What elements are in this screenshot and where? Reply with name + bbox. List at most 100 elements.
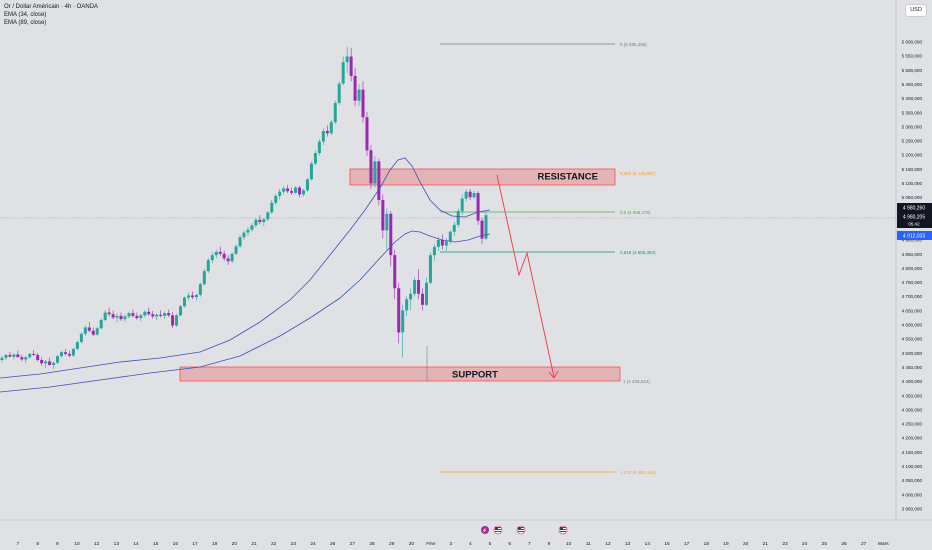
candle[interactable] [36, 355, 40, 360]
candle[interactable] [87, 327, 91, 331]
ema-89-legend[interactable]: EMA (89, close) [4, 20, 47, 26]
candle[interactable] [214, 251, 218, 256]
candle[interactable] [329, 122, 333, 134]
candle[interactable] [480, 220, 484, 239]
candle[interactable] [194, 294, 198, 298]
candle[interactable] [115, 315, 119, 318]
ema-34-line[interactable] [0, 157, 491, 379]
candle[interactable] [139, 315, 143, 319]
candle[interactable] [107, 312, 111, 315]
candle[interactable] [119, 315, 123, 320]
support-zone[interactable] [179, 366, 621, 382]
candle[interactable] [428, 255, 432, 283]
candle[interactable] [357, 89, 361, 101]
us-flag-icon[interactable] [516, 525, 526, 535]
candle[interactable] [91, 330, 95, 335]
candle[interactable] [377, 161, 381, 200]
candle[interactable] [222, 253, 226, 259]
candle[interactable] [206, 260, 210, 272]
candle[interactable] [333, 102, 337, 123]
candle[interactable] [413, 280, 417, 294]
candle[interactable] [278, 191, 282, 196]
candle[interactable] [417, 280, 421, 294]
candle[interactable] [20, 357, 24, 360]
candle[interactable] [60, 352, 64, 357]
candle[interactable] [313, 153, 317, 164]
candle[interactable] [456, 211, 460, 225]
candle[interactable] [75, 342, 79, 349]
candle[interactable] [167, 313, 171, 316]
candle[interactable] [155, 314, 159, 317]
candle[interactable] [52, 362, 56, 365]
candle[interactable] [397, 288, 401, 333]
candle[interactable] [234, 246, 238, 254]
ema-89-line[interactable] [0, 230, 491, 393]
candle[interactable] [135, 315, 139, 319]
candle[interactable] [309, 163, 313, 180]
candle[interactable] [389, 213, 393, 256]
candle[interactable] [48, 361, 52, 365]
candle[interactable] [202, 271, 206, 285]
candle[interactable] [179, 306, 183, 316]
candle[interactable] [274, 195, 278, 203]
candle[interactable] [218, 251, 222, 254]
candle[interactable] [175, 315, 179, 326]
candle[interactable] [381, 200, 385, 231]
candle[interactable] [258, 219, 262, 223]
candle[interactable] [226, 258, 230, 262]
candle[interactable] [79, 333, 83, 343]
ema-34-legend[interactable]: EMA (34, close) [4, 12, 47, 18]
candle[interactable] [365, 117, 369, 151]
us-flag-icon[interactable] [558, 525, 568, 535]
symbol-title[interactable]: Or / Dollar Américain · 4h · OANDA [4, 4, 99, 10]
candle[interactable] [4, 355, 8, 358]
candle[interactable] [246, 229, 250, 233]
candle[interactable] [83, 327, 87, 334]
candle[interactable] [143, 311, 147, 316]
candle[interactable] [290, 191, 294, 193]
candle[interactable] [56, 356, 60, 363]
candle[interactable] [147, 311, 151, 315]
candle[interactable] [111, 314, 115, 318]
candle[interactable] [302, 190, 306, 195]
candle[interactable] [190, 295, 194, 298]
candle[interactable] [28, 353, 32, 358]
candle[interactable] [254, 219, 258, 226]
candle[interactable] [440, 240, 444, 246]
candle[interactable] [298, 187, 302, 195]
candle[interactable] [436, 240, 440, 247]
candle[interactable] [341, 62, 345, 84]
candle[interactable] [95, 328, 99, 335]
candle[interactable] [444, 241, 448, 246]
candle[interactable] [270, 202, 274, 213]
candle[interactable] [266, 212, 270, 220]
candle[interactable] [198, 284, 202, 295]
candle[interactable] [484, 215, 488, 239]
candle[interactable] [369, 150, 373, 184]
candle[interactable] [345, 56, 349, 63]
candle[interactable] [305, 179, 309, 191]
candle[interactable] [71, 348, 75, 356]
resistance-zone[interactable] [349, 168, 616, 186]
candle[interactable] [131, 313, 135, 316]
candle[interactable] [424, 282, 428, 305]
candle[interactable] [171, 315, 175, 326]
candle[interactable] [8, 355, 12, 357]
candle[interactable] [186, 295, 190, 298]
currency-button[interactable]: USD [905, 4, 927, 17]
candle[interactable] [448, 231, 452, 242]
candle[interactable] [230, 253, 234, 262]
candle[interactable] [163, 313, 167, 316]
candle[interactable] [361, 89, 365, 118]
candle[interactable] [452, 224, 456, 232]
candle[interactable] [151, 314, 155, 317]
candle[interactable] [250, 225, 254, 230]
candle[interactable] [44, 361, 48, 364]
candle[interactable] [349, 56, 353, 76]
candle[interactable] [40, 360, 44, 364]
candle[interactable] [409, 293, 413, 300]
candle[interactable] [321, 131, 325, 142]
time-axis[interactable]: 7 8 9 10 12 13 14 15 16 17 19 20 21 22 23 24 26 27 28 29 30 F… [17, 541, 890, 547]
price-axis[interactable]: 5 600,000 5 550,000 5 500,000 5 450,000 5 40… [902, 40, 923, 512]
projection-path[interactable] [496, 174, 555, 378]
